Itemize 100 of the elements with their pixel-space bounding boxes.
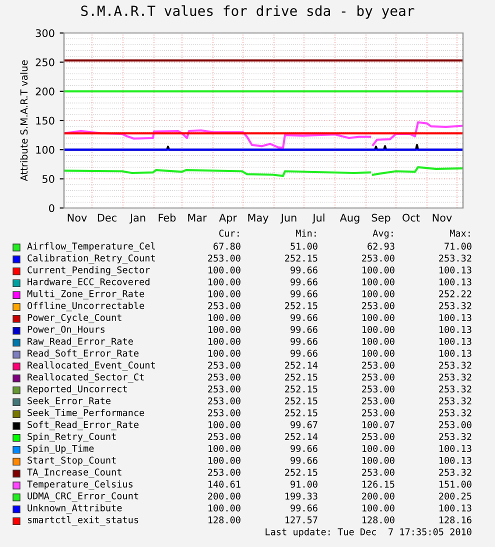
text: 100.00 xyxy=(362,314,394,322)
legend-label: Spin_Retry_Count xyxy=(28,432,116,442)
y-tick-label: 200 xyxy=(36,88,54,96)
text: 253.00 xyxy=(362,302,394,310)
legend-label: Spin_Up_Time xyxy=(28,444,94,454)
text: Cur: xyxy=(219,230,239,237)
text: 200.00 xyxy=(362,492,394,500)
text: 200.25 xyxy=(439,492,472,500)
text: 100.00 xyxy=(208,338,240,345)
text: 252.22 xyxy=(439,290,472,298)
text: 253.00 xyxy=(208,362,240,369)
x-tick-label: Sep xyxy=(372,214,390,224)
text: 100.00 xyxy=(362,266,394,274)
text: 99.66 xyxy=(290,266,318,274)
text: 100.13 xyxy=(440,504,472,512)
text: 67.80 xyxy=(214,242,240,250)
legend-label: Soft_Read_Error_Rate xyxy=(28,420,138,430)
text: 100.13 xyxy=(440,266,472,274)
text: 62.93 xyxy=(368,242,394,250)
text: 100.13 xyxy=(440,350,472,357)
text: 253.00 xyxy=(208,374,240,381)
legend-label: Reported_Uncorrect xyxy=(28,385,127,394)
y-tick-label: 250 xyxy=(36,58,54,66)
text: 253.00 xyxy=(362,409,394,416)
text: 100.13 xyxy=(440,326,472,334)
text: 100.00 xyxy=(362,338,394,345)
text: 100.00 xyxy=(362,350,394,357)
text: 253.32 xyxy=(439,374,472,381)
text: 253.00 xyxy=(362,362,394,369)
legend-label: Multi_Zone_Error_Rate xyxy=(27,290,144,300)
text: 100.13 xyxy=(440,314,472,322)
legend-label: Calibration_Retry_Count xyxy=(28,254,155,264)
text: 51.00 xyxy=(290,242,318,250)
text: 100.00 xyxy=(362,444,394,452)
text: 253.32 xyxy=(439,397,472,404)
legend-label: UDMA_CRC_Error_Count xyxy=(28,492,138,502)
text: 99.66 xyxy=(290,290,318,298)
text: 100.00 xyxy=(208,266,240,274)
text: 253.00 xyxy=(208,468,240,476)
text: 128.00 xyxy=(208,516,240,524)
text: 253.00 xyxy=(208,397,240,404)
x-tick-label: Nov xyxy=(68,214,87,222)
x-tick-label: Nov xyxy=(432,214,452,222)
text: 100.13 xyxy=(440,278,472,286)
legend-label: Read_Soft_Error_Rate xyxy=(28,349,138,359)
text: Last update: Tue Dec 7 17:35:05 2010 xyxy=(266,528,472,538)
text: 100.07 xyxy=(362,421,394,428)
text: 253.00 xyxy=(362,397,394,404)
text: 253.00 xyxy=(208,254,240,262)
text: 99.66 xyxy=(290,504,318,512)
chart-title: S.M.A.R.T values for drive sda - by year xyxy=(81,5,414,19)
text: 252.15 xyxy=(285,468,318,476)
text: 151.00 xyxy=(440,480,472,488)
text: 99.67 xyxy=(290,421,318,428)
legend-label: Seek_Error_Rate xyxy=(28,397,110,406)
text: 253.00 xyxy=(208,385,240,393)
text: 71.00 xyxy=(444,242,472,250)
text: 100.00 xyxy=(208,314,240,322)
text: 100.00 xyxy=(362,290,394,298)
text: 100.00 xyxy=(362,278,394,286)
text: 253.00 xyxy=(208,302,240,310)
text: 100.00 xyxy=(208,278,240,286)
text: 128.16 xyxy=(440,516,472,524)
text: 253.32 xyxy=(439,409,472,416)
text: 100.13 xyxy=(440,444,472,452)
text: 100.00 xyxy=(362,504,394,512)
text: Max: xyxy=(450,230,470,237)
legend-label: Raw_Read_Error_Rate xyxy=(28,338,133,347)
legend-label: smartctl_exit_status xyxy=(28,516,138,526)
text: 99.66 xyxy=(290,456,318,464)
text: 253.00 xyxy=(208,409,240,416)
legend-label: Airflow_Temperature_Cel xyxy=(27,242,155,252)
legend-label: Current_Pending_Sector xyxy=(28,266,150,276)
legend-label: Power_On_Hours xyxy=(28,326,105,335)
y-tick-label: 50 xyxy=(42,175,54,183)
text: 91.00 xyxy=(290,480,318,488)
text: 99.66 xyxy=(290,444,318,452)
text: 140.61 xyxy=(208,480,240,488)
text: 252.15 xyxy=(285,302,318,310)
text: 99.66 xyxy=(290,314,318,322)
y-axis-title: Attribute S.M.A.R.T value xyxy=(20,60,28,182)
legend-label: Temperature_Celsius xyxy=(27,480,133,490)
text: 253.00 xyxy=(362,468,394,476)
text: 253.32 xyxy=(439,433,472,440)
text: 99.66 xyxy=(290,350,318,357)
y-tick-label: 150 xyxy=(36,116,54,125)
text: 100.00 xyxy=(362,456,394,464)
text: 100.13 xyxy=(440,456,472,464)
x-tick-label: Aug xyxy=(340,214,360,224)
legend-label: Reallocated_Sector_Ct xyxy=(28,373,144,383)
legend-label: Seek_Time_Performance xyxy=(28,408,144,418)
text: 200.00 xyxy=(208,492,240,500)
text: 252.15 xyxy=(285,397,318,404)
text: 100.00 xyxy=(208,504,240,512)
text: 100.00 xyxy=(208,350,240,357)
text: 252.15 xyxy=(285,254,318,262)
text: Avg: xyxy=(372,230,393,239)
text: 252.15 xyxy=(285,409,318,416)
text: 100.00 xyxy=(208,326,240,334)
text: 252.15 xyxy=(285,374,318,381)
